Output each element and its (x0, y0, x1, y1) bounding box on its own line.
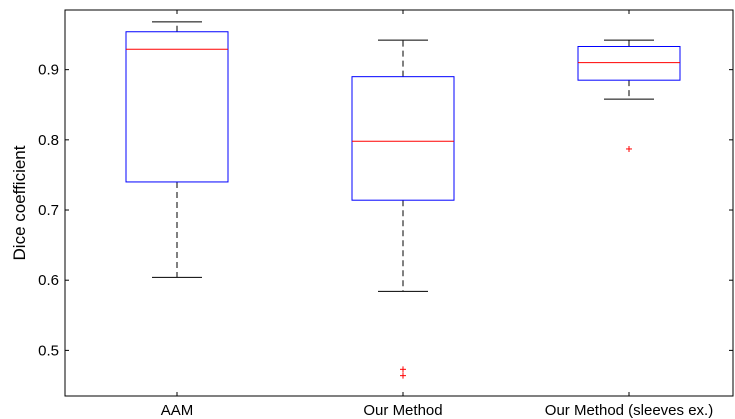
y-tick-label: 0.7 (38, 202, 59, 219)
y-axis-ticks: 0.5 0.6 0.7 0.8 0.9 (38, 62, 733, 359)
x-axis-ticks: AAM Our Method Our Method (sleeves ex.) (161, 10, 713, 419)
iqr-box (351, 76, 455, 201)
y-axis-label: Dice coefficient (10, 145, 29, 260)
y-tick-label: 0.9 (38, 62, 59, 79)
y-tick-label: 0.5 (38, 342, 59, 359)
plot-area-frame (64, 9, 734, 397)
box-group (577, 39, 681, 152)
x-tick-label: AAM (161, 402, 194, 419)
box-group (125, 21, 229, 278)
y-tick-label: 0.8 (38, 132, 59, 149)
iqr-box (577, 45, 681, 81)
box-group (351, 39, 455, 379)
outlier-marker (400, 366, 406, 373)
x-tick-label: Our Method (363, 402, 442, 419)
y-tick-label: 0.6 (38, 272, 59, 289)
x-tick-label: Our Method (sleeves ex.) (545, 402, 713, 419)
iqr-box (125, 31, 229, 183)
boxplot-series (125, 21, 681, 379)
outlier-marker (400, 372, 406, 379)
outlier-marker (626, 145, 632, 152)
